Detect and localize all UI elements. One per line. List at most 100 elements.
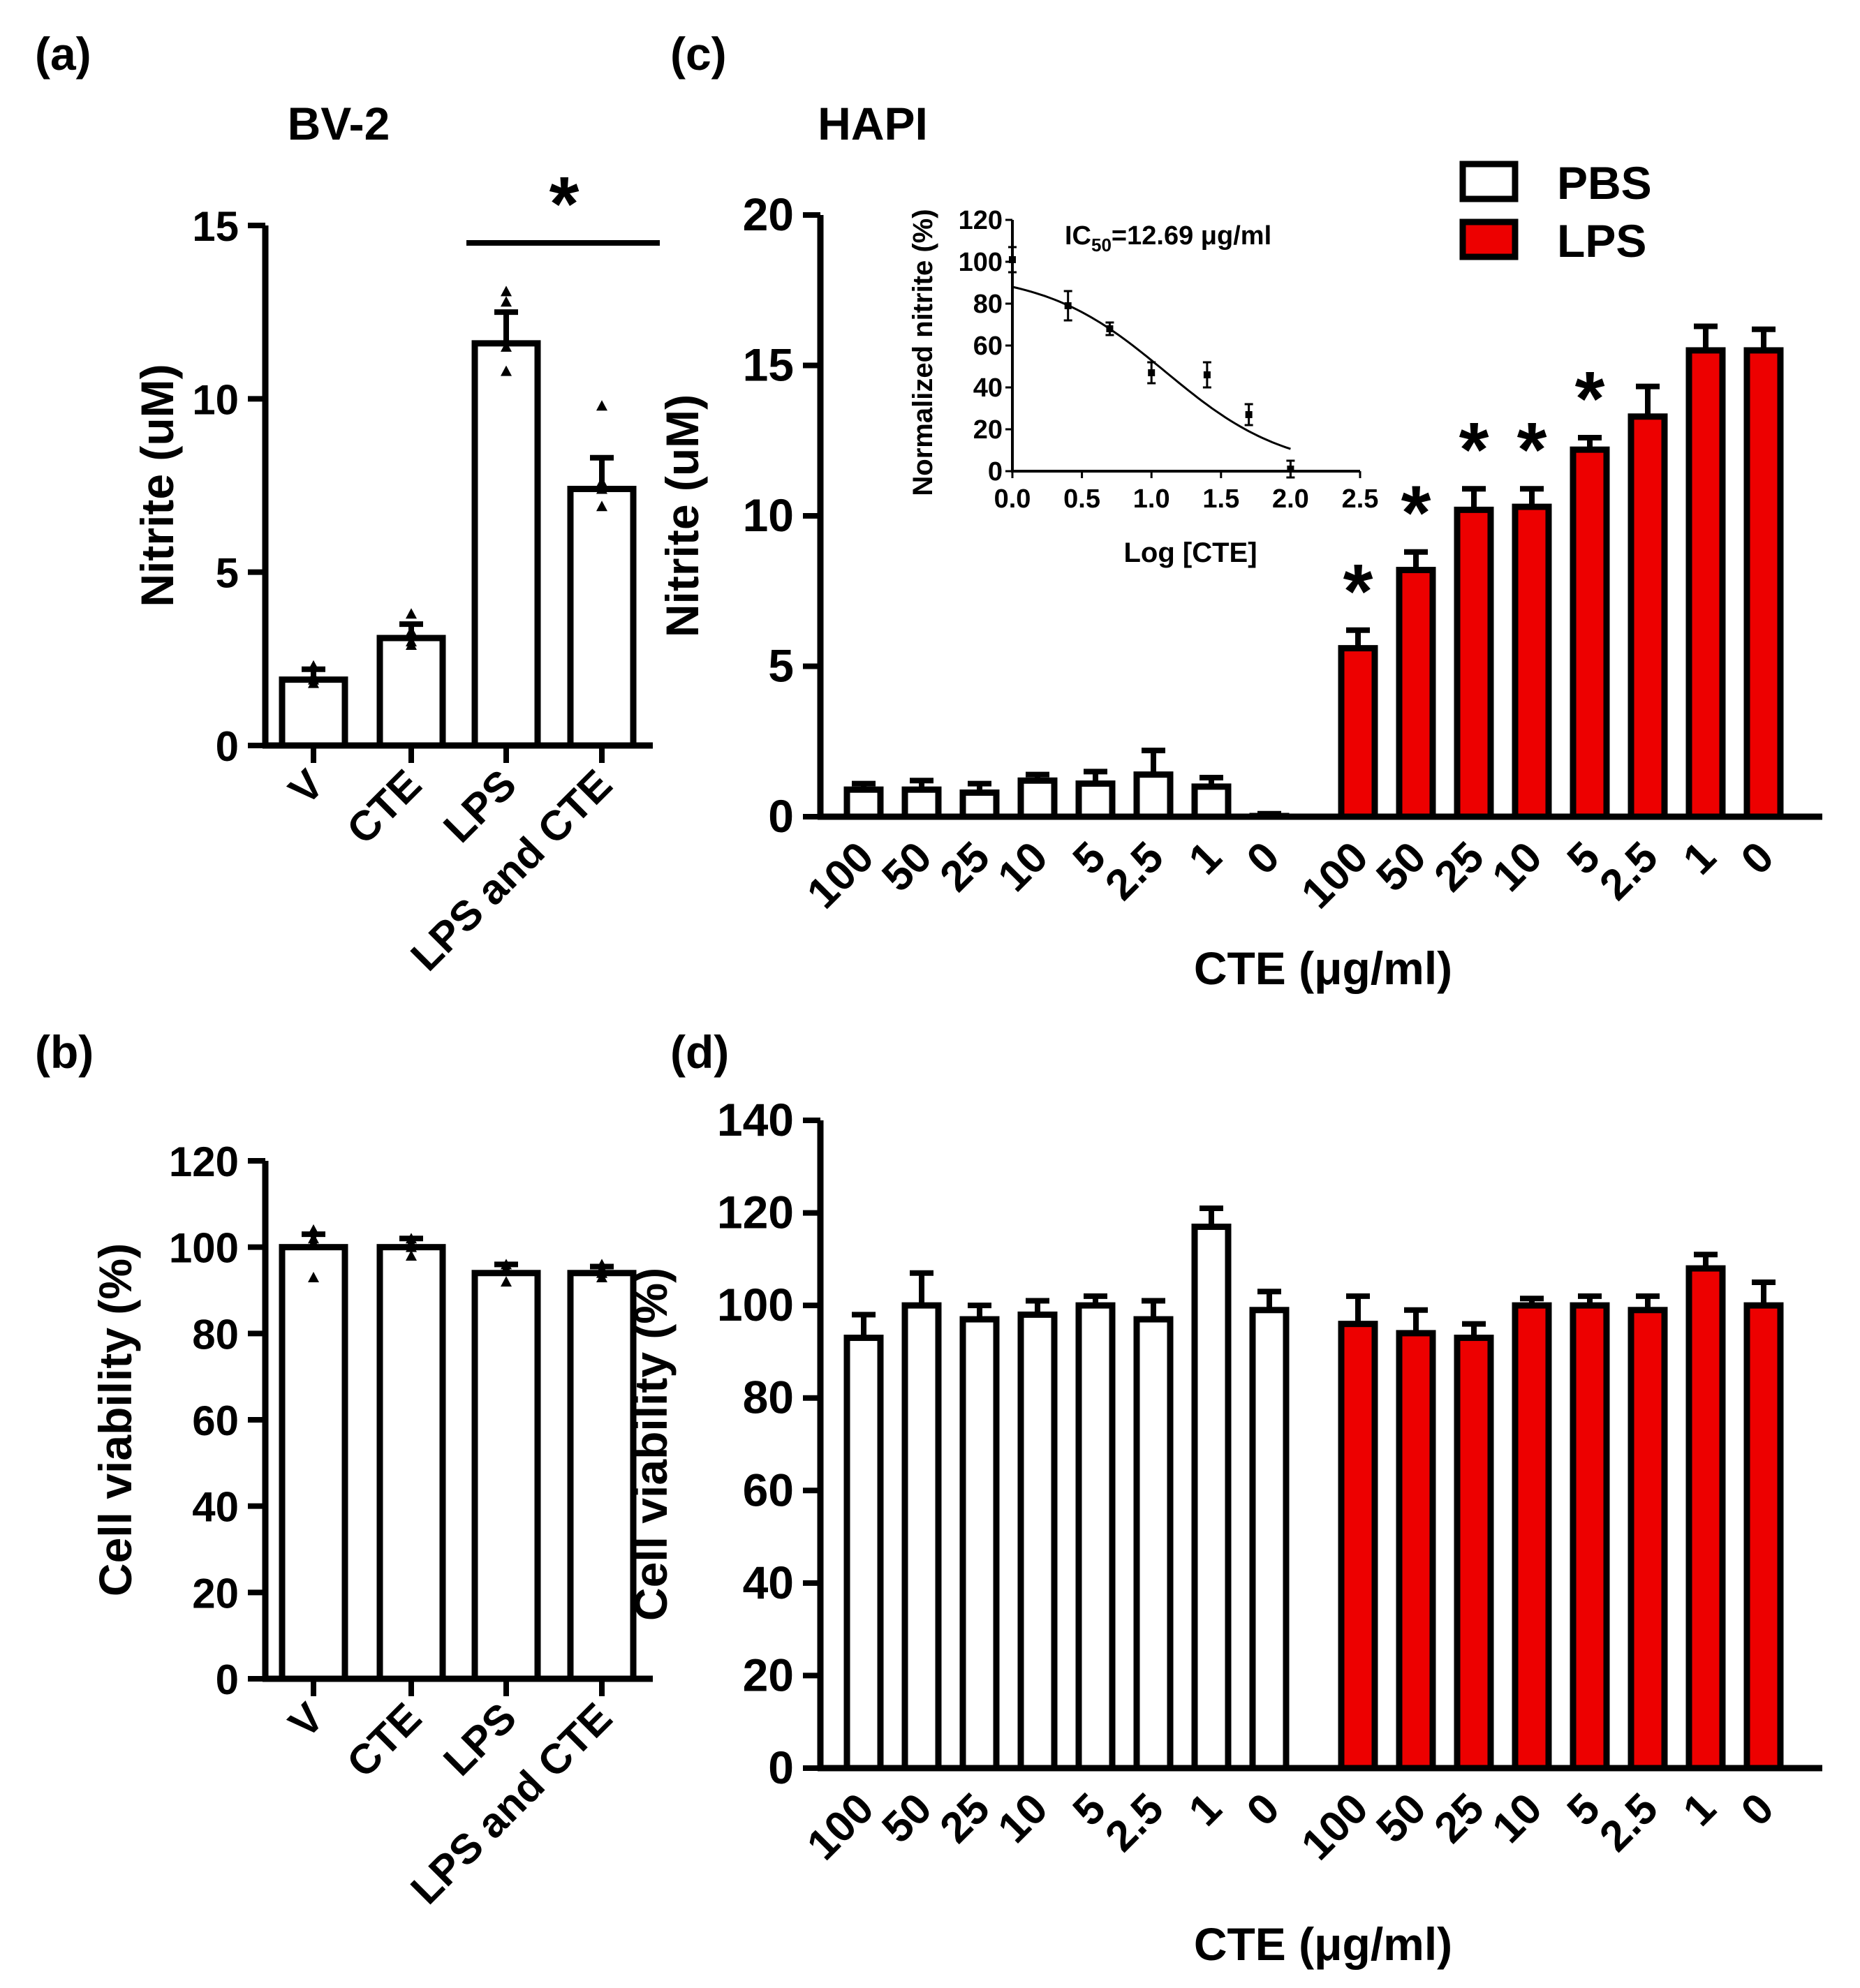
x-tick-label: 0 [1732,833,1783,884]
y-tick-label: 60 [192,1397,239,1444]
bar-pbs-5 [1075,780,1116,820]
inset-data-point [1064,302,1072,309]
data-point [308,1224,319,1235]
inset-data-point [1203,371,1211,378]
x-tick-label: 100 [1292,833,1378,918]
inset-x-tick-label: 0.0 [994,484,1031,514]
legend-swatch-pbs [1459,161,1519,202]
data-point [596,483,607,494]
bar-lps-0 [1743,347,1784,820]
data-point [596,1271,607,1282]
inset-x-tick-label: 2.0 [1272,484,1309,514]
y-tick-label: 80 [743,1372,794,1423]
inset-y-tick-label: 0 [988,457,1003,487]
x-tick-label: 0 [1238,833,1289,884]
bar-lps-and-cte [567,485,637,749]
data-point [501,365,512,376]
bar-lps-5 [1570,446,1610,820]
svg-text:IC50=12.69 μg/ml: IC50=12.69 μg/ml [1065,221,1271,255]
bar-lps-10 [1512,503,1552,820]
y-axis-label: Nitrite (uM) [656,394,708,637]
chart-title-a: BV-2 [288,98,390,149]
x-tick-label: 1 [1674,1784,1725,1835]
chart-title-c: HAPI [818,98,928,149]
inset-x-label: Log [CTE] [1123,537,1257,568]
y-tick-label: 0 [216,723,239,770]
bar-lps-0 [1743,1302,1784,1772]
panel-label-d: (d) [670,1026,729,1078]
panel-label-b: (b) [35,1026,94,1078]
x-tick-label: 100 [798,1784,883,1869]
bar-pbs-50 [901,1302,942,1772]
x-tick-label: 2.5 [1590,1784,1667,1861]
y-tick-label: 40 [192,1484,239,1531]
significance-star: * [549,161,580,247]
bar-lps [471,340,541,749]
inset-title-ic: IC [1065,221,1091,251]
data-point [406,1237,417,1248]
y-tick-label: 15 [743,339,794,391]
chart-c-inset: 0 20 40 60 80 100 120 0.0 0.5 1.0 1.5 2.0 2.5 [959,206,1379,514]
bar-pbs-1 [1191,783,1232,820]
inset-title-sub: 50 [1091,235,1112,255]
inset-y-tick-label: 100 [959,248,1003,277]
x-tick-label: 1 [1180,833,1231,884]
x-tick-label: 10 [989,1784,1057,1853]
y-tick-label: 5 [216,550,239,597]
data-point [308,674,319,685]
y-tick-label: 120 [169,1138,239,1185]
data-point [596,500,607,512]
bar-cte [376,1244,446,1682]
bar-lps-10 [1512,1302,1552,1772]
y-tick-label: 100 [169,1225,239,1272]
bar-lps-100 [1338,1321,1378,1772]
bar-pbs-2_5 [1133,1316,1174,1772]
inset-y-label: Normalized nitrite (%) [908,209,938,496]
inset-data-point [1245,411,1253,418]
y-axis-label: Nitrite (uM) [131,364,183,607]
panel-label-c: (c) [670,28,727,80]
inset-fit-curve [1012,285,1291,450]
inset-y-tick-label: 40 [973,373,1003,403]
x-tick-label: 2.5 [1096,833,1173,910]
data-point [406,1250,417,1261]
x-tick-label: 1 [1674,833,1725,884]
bar-pbs-0 [1249,1307,1290,1772]
x-tick-label: 1 [1180,1784,1231,1835]
bar-pbs-10 [1017,777,1058,820]
y-tick-label: 20 [743,188,794,240]
bar-lps-25 [1454,506,1494,820]
bar-lps-1 [1685,347,1726,820]
y-tick-label: 15 [192,203,239,250]
y-tick-label: 20 [192,1570,239,1617]
x-tick-label: 100 [798,833,883,918]
x-tick-label: 100 [1292,1784,1378,1869]
inset-y-tick-label: 120 [959,206,1003,235]
bar-pbs-100 [843,786,884,820]
inset-x-tick-label: 2.5 [1342,484,1379,514]
legend-label-lps: LPS [1557,215,1646,267]
y-tick-label: 5 [768,640,794,692]
x-tick-label: CTE [338,761,430,853]
bar-lps-50 [1396,1330,1436,1772]
x-tick-label: V [280,761,333,814]
data-point [308,660,319,671]
y-tick-label: 10 [743,489,794,541]
bar-cte [376,635,446,749]
data-point [501,285,512,297]
y-tick-label: 0 [768,790,794,842]
x-tick-label: 10 [1483,833,1551,901]
inset-y-tick-label: 20 [973,415,1003,445]
bar-lps-25 [1454,1335,1494,1772]
y-tick-label: 80 [192,1311,239,1358]
y-tick-label: 0 [216,1656,239,1703]
x-tick-label: 0 [1732,1784,1783,1835]
x-axis-label: CTE (μg/ml) [1194,1918,1452,1970]
inset-y-tick-label: 80 [973,290,1003,319]
bar-v [279,1244,348,1682]
data-point [596,400,607,411]
legend-label-pbs: PBS [1557,157,1652,209]
bar-pbs-2_5 [1133,771,1174,820]
bar-lps-and-cte [567,1270,637,1682]
y-tick-label: 60 [743,1464,794,1515]
